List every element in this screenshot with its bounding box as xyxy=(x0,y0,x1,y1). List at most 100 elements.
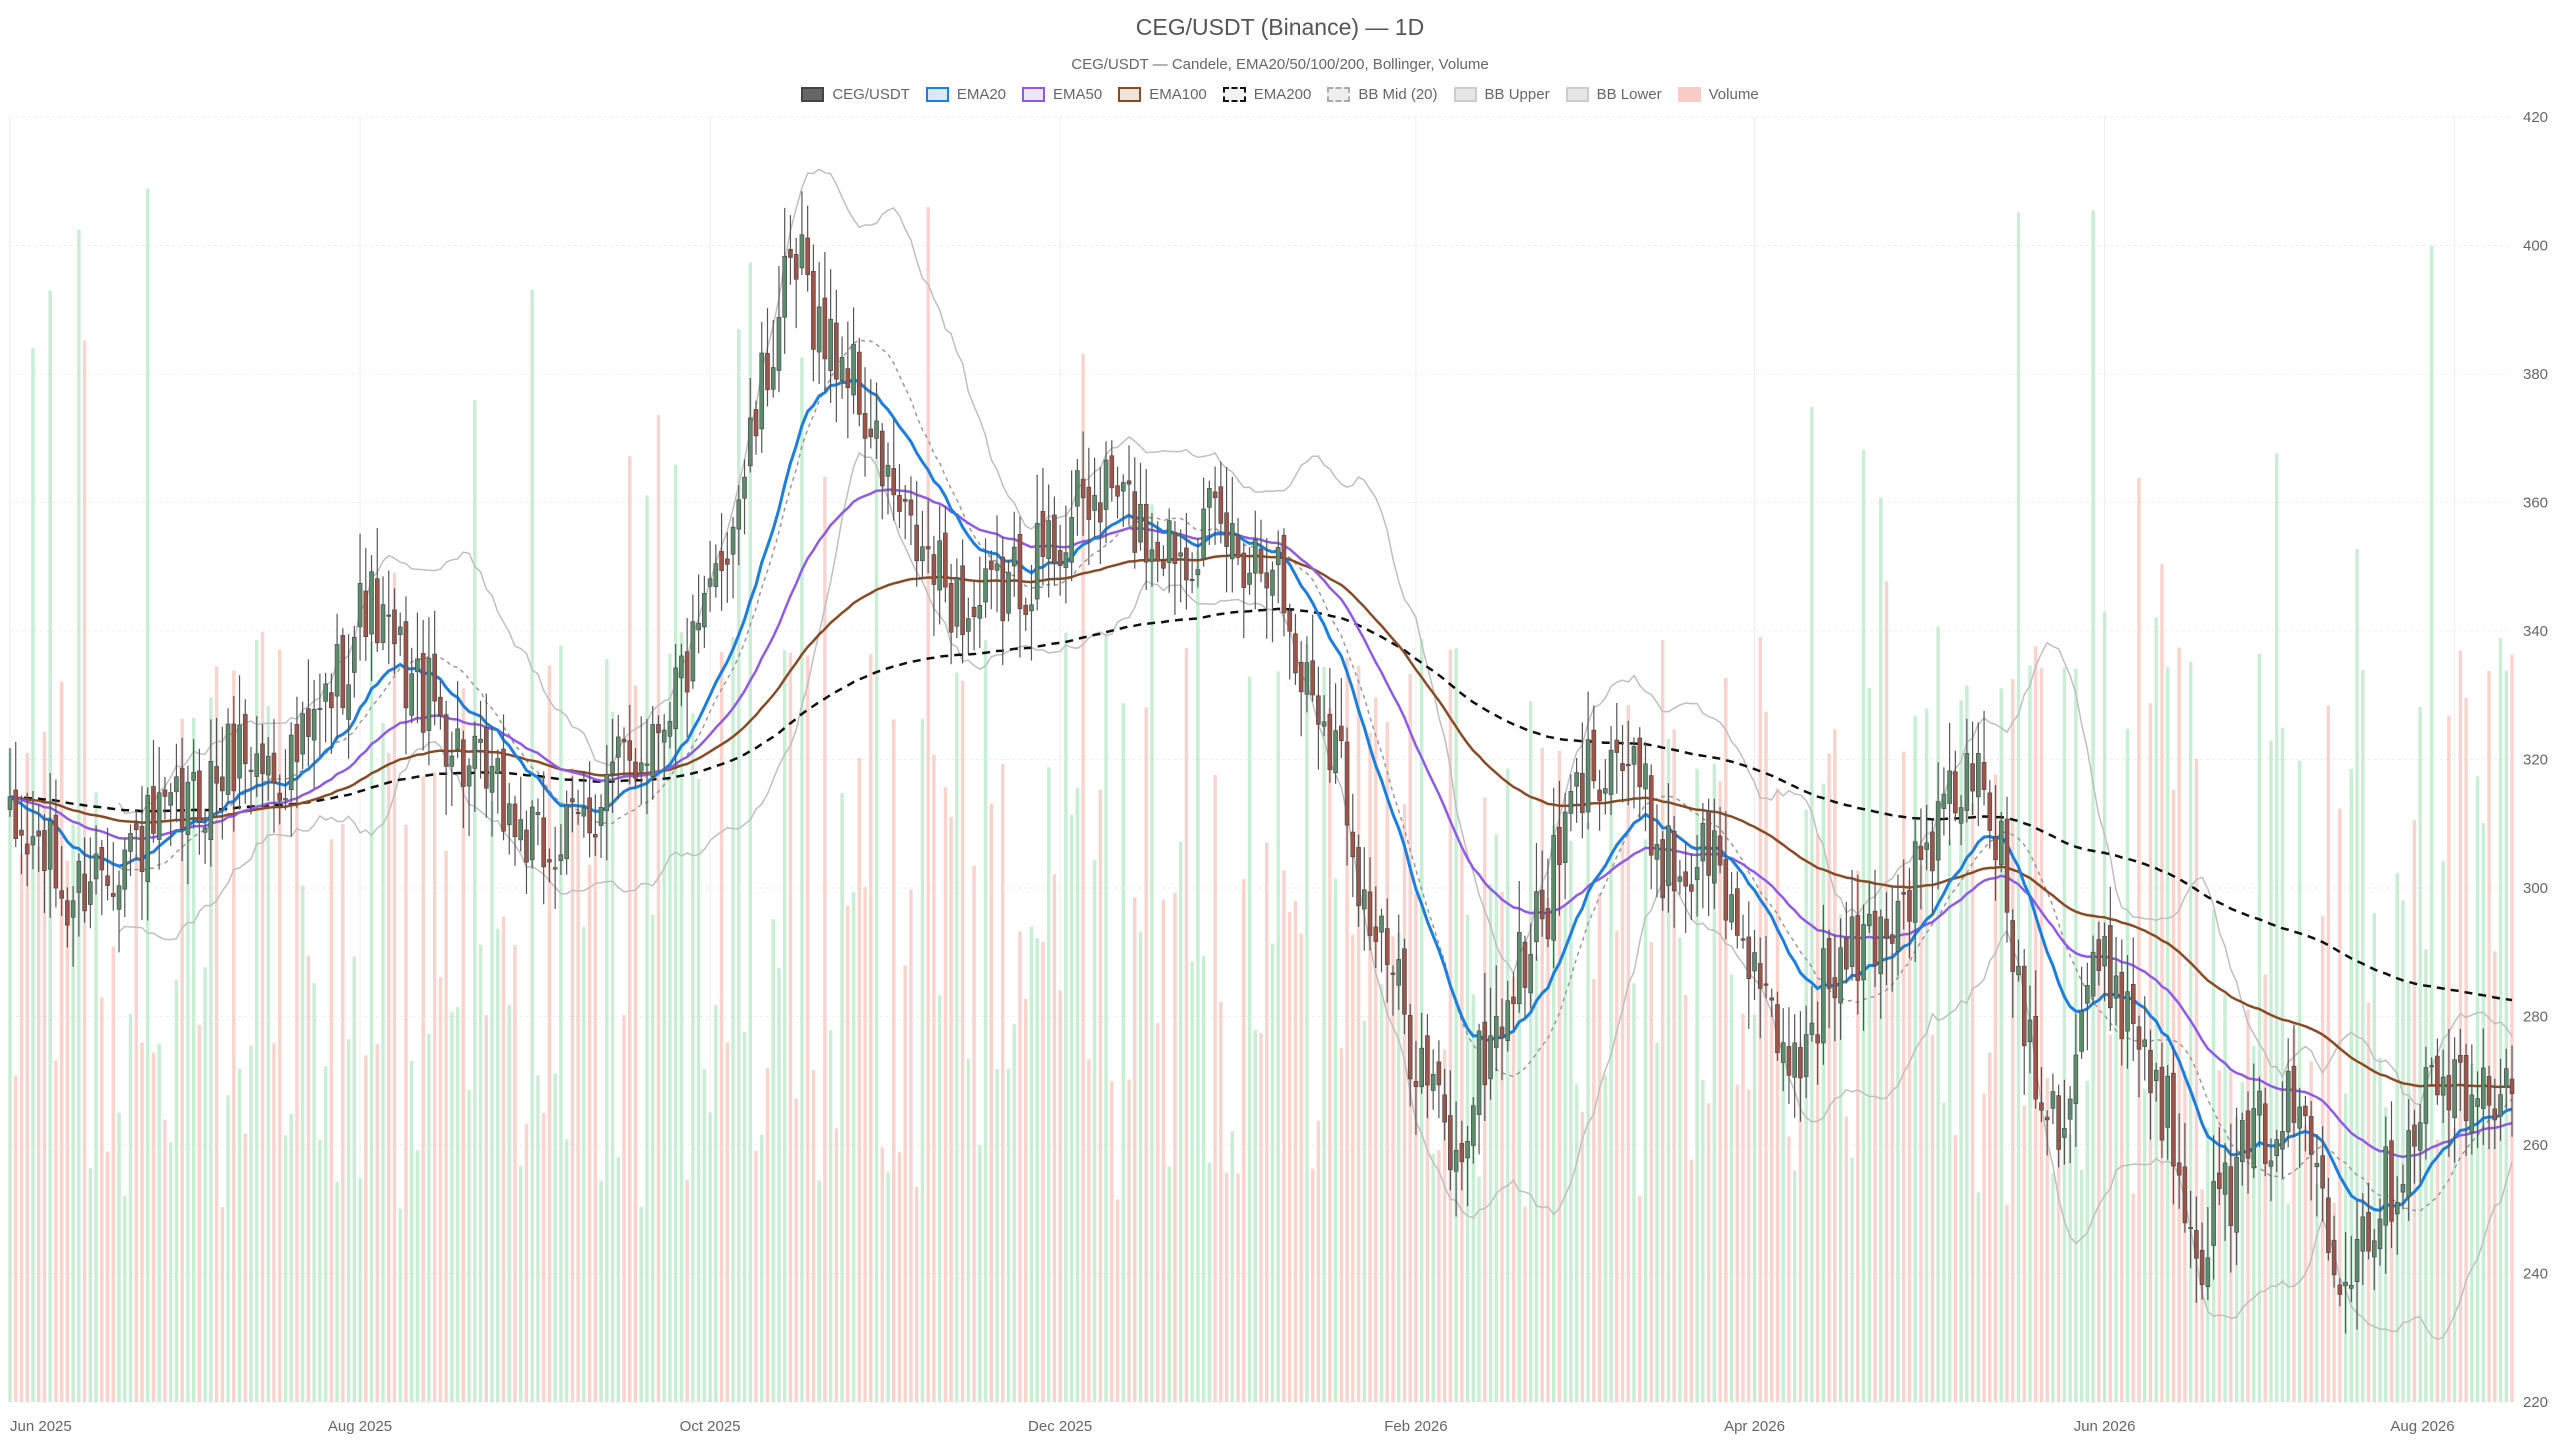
volume-bar xyxy=(1488,884,1493,1402)
legend-item-8[interactable]: Volume xyxy=(1677,86,1759,103)
volume-bar xyxy=(1442,1049,1447,1402)
candle-body xyxy=(2412,1124,2417,1147)
candle-body xyxy=(1321,721,1327,727)
candle-body xyxy=(237,724,242,779)
volume-bar xyxy=(2016,212,2021,1403)
candle-body xyxy=(529,806,535,861)
volume-bar xyxy=(1953,1134,1958,1402)
volume-bar xyxy=(1012,1024,1016,1402)
candle-body xyxy=(1023,604,1029,615)
volume-bar xyxy=(243,1133,247,1402)
legend-item-3[interactable]: EMA100 xyxy=(1118,86,1207,103)
candle-body xyxy=(925,546,931,550)
legend-item-6[interactable]: BB Upper xyxy=(1453,86,1550,103)
candle-body xyxy=(1063,552,1069,568)
legend-item-7[interactable]: BB Lower xyxy=(1565,86,1662,103)
candle-body xyxy=(868,428,874,438)
volume-bar xyxy=(1850,1157,1854,1402)
volume-bar xyxy=(1052,874,1057,1402)
volume-bar xyxy=(335,1182,339,1402)
volume-bar xyxy=(1770,1006,1774,1402)
volume-bar xyxy=(691,713,695,1402)
volume-bar xyxy=(1362,1020,1367,1402)
candle-body xyxy=(2039,1102,2044,1111)
candle-body xyxy=(1235,534,1241,558)
volume-bar xyxy=(639,1206,643,1402)
volume-bar xyxy=(1643,839,1648,1402)
candle-body xyxy=(2303,1105,2308,1117)
candle-body xyxy=(713,563,719,588)
legend-item-0[interactable]: CEG/USDT xyxy=(801,86,910,103)
candle-body xyxy=(770,367,776,390)
candle-body xyxy=(1448,1115,1453,1171)
candle-body xyxy=(1752,952,1757,972)
volume-bar xyxy=(151,1052,156,1402)
volume-bar xyxy=(1924,708,1929,1402)
candle-body xyxy=(1511,996,1516,1005)
candle-body xyxy=(76,860,82,893)
legend-item-2[interactable]: EMA50 xyxy=(1022,86,1102,103)
candle-body xyxy=(202,827,208,833)
volume-bar xyxy=(1965,685,1969,1402)
volume-bar xyxy=(226,1095,230,1402)
volume-bar xyxy=(1236,1173,1240,1402)
candle-body xyxy=(1734,888,1740,936)
candle-body xyxy=(696,622,701,631)
volume-bar xyxy=(277,649,282,1402)
chart-title: CEG/USDT (Binance) — 1D xyxy=(1135,14,1425,40)
candle-body xyxy=(2446,1075,2452,1111)
legend-item-1[interactable]: EMA20 xyxy=(925,86,1006,103)
candle-body xyxy=(1654,843,1660,860)
volume-bar xyxy=(1368,732,1372,1402)
volume-bar xyxy=(1741,1013,1745,1402)
candle-body xyxy=(856,351,862,415)
volume-bar xyxy=(191,717,196,1402)
candle-body xyxy=(667,721,673,737)
candle-body xyxy=(42,830,47,871)
volume-bar xyxy=(2039,668,2044,1402)
candle-body xyxy=(2027,1019,2033,1043)
candle-body xyxy=(174,776,179,793)
volume-bar xyxy=(696,778,701,1402)
candle-body xyxy=(983,568,988,603)
candle-body xyxy=(2107,925,2113,1009)
volume-bar xyxy=(926,207,930,1402)
candle-body xyxy=(570,798,575,803)
volume-bar xyxy=(1873,949,1877,1402)
candle-body xyxy=(1339,725,1344,741)
candle-body xyxy=(133,823,139,831)
volume-bar xyxy=(157,1043,161,1402)
legend-item-4[interactable]: EMA200 xyxy=(1222,86,1311,103)
candle-body xyxy=(2371,1240,2377,1258)
candle-body xyxy=(2119,971,2125,1040)
volume-bar xyxy=(2401,900,2405,1402)
volume-bar xyxy=(1110,1081,1114,1402)
volume-bar xyxy=(323,1066,328,1402)
volume-bar xyxy=(427,1034,431,1402)
volume-bar xyxy=(1287,912,1292,1402)
volume-bar xyxy=(1689,1159,1694,1402)
volume-bar xyxy=(2429,245,2434,1403)
candle-body xyxy=(1184,547,1189,581)
legend-item-5[interactable]: BB Mid (20) xyxy=(1327,86,1438,103)
volume-bar xyxy=(1856,870,1860,1402)
legend-label: EMA100 xyxy=(1149,86,1207,103)
candle-body xyxy=(1212,491,1218,499)
volume-bar xyxy=(467,1089,471,1402)
candle-body xyxy=(1855,915,1861,981)
volume-bar xyxy=(1374,697,1378,1402)
candle-body xyxy=(2429,1065,2434,1068)
candle-body xyxy=(1551,835,1556,941)
volume-bar xyxy=(1683,994,1688,1402)
candle-body xyxy=(702,593,707,628)
candle-body xyxy=(99,847,105,871)
candle-body xyxy=(1970,763,1975,792)
candle-body xyxy=(2452,1059,2457,1119)
candle-body xyxy=(24,843,30,855)
candle-body xyxy=(1723,859,1729,921)
candle-body xyxy=(908,499,914,516)
candle-body xyxy=(1224,512,1229,547)
candle-body xyxy=(36,830,41,837)
volume-bar xyxy=(834,1128,839,1402)
candle-body xyxy=(1539,889,1545,920)
